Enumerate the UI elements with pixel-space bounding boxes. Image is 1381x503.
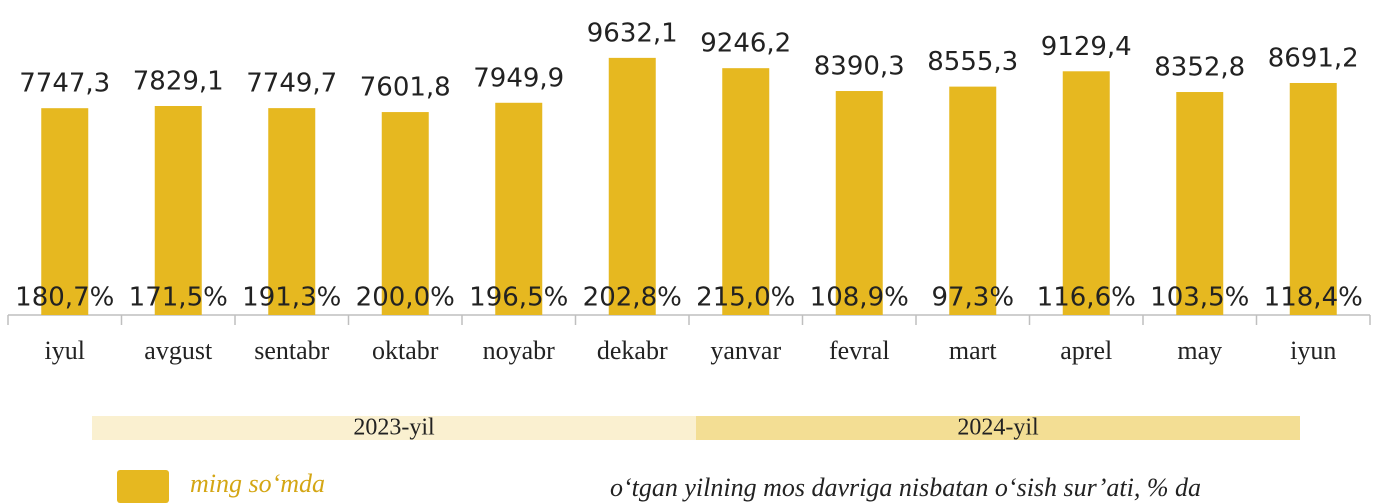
year-band [92,416,696,440]
growth-label: 215,0% [696,283,795,313]
legend-swatch [117,470,169,503]
legend-label: o‘tgan yilning mos davriga nisbatan o‘si… [610,473,1201,502]
bar [1289,82,1337,315]
value-label: 8390,3 [814,52,905,82]
growth-label: 103,5% [1150,283,1249,313]
growth-label: 180,7% [15,283,114,313]
bar [722,68,770,315]
value-label: 7747,3 [19,69,110,99]
bar [495,102,543,315]
value-label: 7749,7 [246,69,337,99]
bar [381,112,429,316]
bar [268,108,316,316]
bar [154,106,202,315]
value-label: 7601,8 [360,73,451,103]
x-tick-label: mart [949,336,997,365]
growth-label: 116,6% [1037,283,1136,313]
growth-label: 171,5% [129,283,228,313]
year-label: 2024-yil [957,415,1039,441]
x-tick-label: oktabr [372,336,439,365]
growth-label: 108,9% [810,283,909,313]
bar [835,91,883,315]
bar [949,86,997,315]
value-label: 7829,1 [133,67,224,97]
x-tick-label: dekabr [597,336,668,365]
bar [1062,71,1110,315]
bar [1176,92,1224,316]
year-label: 2023-yil [353,415,435,441]
year-band [696,416,1300,440]
bar [41,108,89,315]
x-tick-label: avgust [144,336,213,365]
growth-label: 191,3% [242,283,341,313]
value-label: 9246,2 [700,29,791,59]
growth-label: 202,8% [583,283,682,313]
x-tick-label: iyul [45,336,85,365]
growth-label: 200,0% [356,283,455,313]
growth-label: 97,3% [931,283,1014,313]
x-tick-label: aprel [1060,336,1112,365]
value-label: 8555,3 [927,47,1018,77]
value-label: 9129,4 [1041,32,1132,62]
value-label: 7949,9 [473,63,564,93]
x-tick-label: noyabr [483,336,556,365]
x-tick-label: sentabr [254,336,329,365]
x-tick-label: may [1177,336,1222,365]
x-tick-label: fevral [829,336,890,365]
value-label: 8691,2 [1268,43,1359,73]
legend-label: ming so‘mda [190,469,325,498]
value-label: 9632,1 [587,18,678,48]
x-tick-label: yanvar [710,336,781,365]
growth-label: 118,4% [1264,283,1363,313]
value-label: 8352,8 [1154,53,1245,83]
growth-label: 196,5% [469,283,568,313]
x-tick-label: iyun [1290,336,1336,365]
bar [608,57,656,315]
